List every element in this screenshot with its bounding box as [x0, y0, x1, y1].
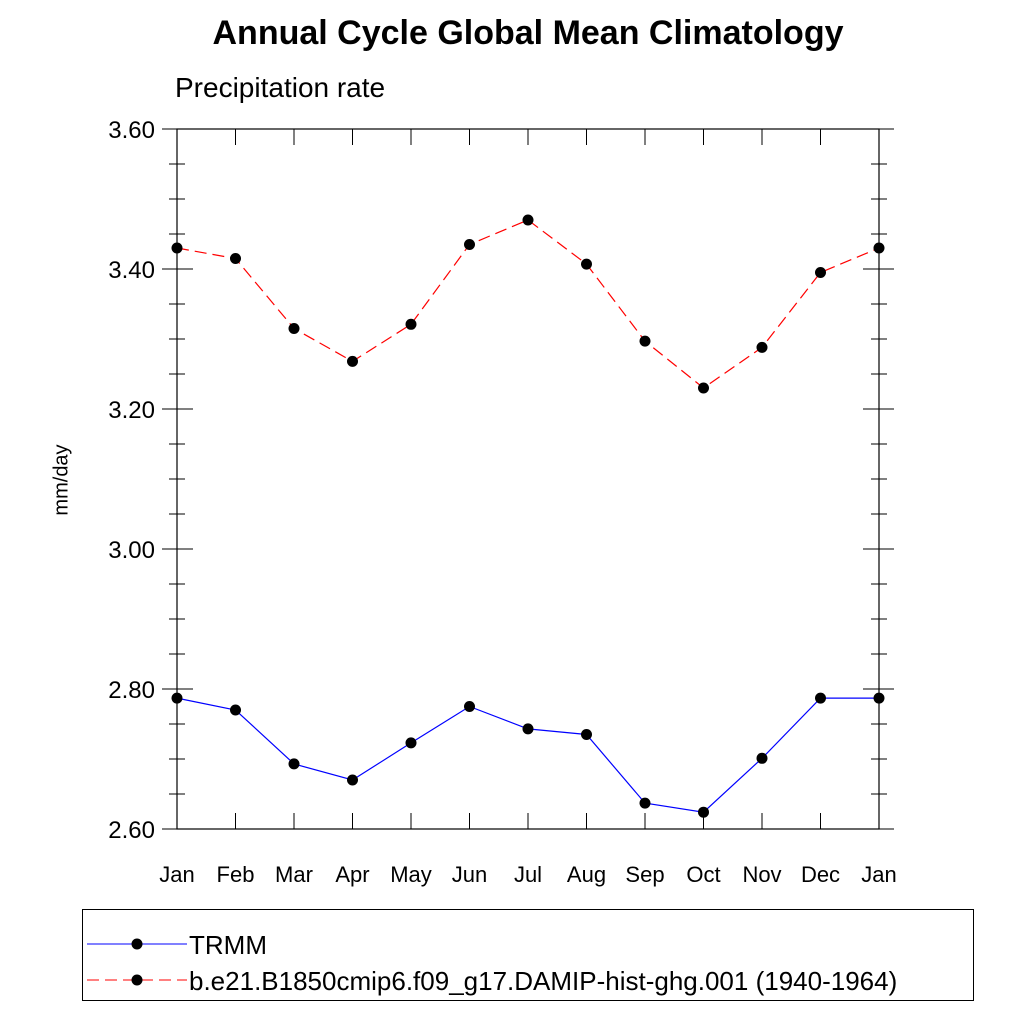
legend-entry-series-1: TRMM	[83, 924, 973, 964]
y-tick-label: 2.80	[108, 677, 155, 704]
series-1-point	[405, 737, 417, 749]
series-1-point	[230, 704, 241, 716]
series-2-point	[639, 335, 651, 347]
chart-subtitle: Precipitation rate	[175, 72, 386, 103]
legend-label-series-2: b.e21.B1850cmip6.f09_g17.DAMIP-hist-ghg.…	[189, 966, 898, 996]
series-1-point	[873, 692, 885, 704]
series-line-2	[176, 219, 880, 389]
series-2-point	[522, 214, 534, 226]
series-2-point	[698, 382, 709, 394]
x-tick-label: Mar	[275, 862, 313, 887]
plot-area: Jan Feb Mar Apr May Jun Jul Aug Sep Oct Nov Dec Jan2…	[108, 117, 896, 887]
series-line-1	[176, 697, 879, 813]
series-1-point	[581, 729, 592, 740]
series-1-point	[756, 752, 768, 764]
series-1-point	[639, 797, 651, 809]
series-1-point	[171, 692, 183, 704]
x-tick-label: May	[390, 862, 432, 887]
series-1-point	[288, 758, 300, 770]
y-tick-label: 2.60	[108, 817, 155, 844]
x-tick-label: Jan	[159, 862, 194, 887]
x-tick-label: Jun	[452, 862, 487, 887]
series-2-point	[230, 253, 241, 264]
series-2-point	[873, 242, 885, 254]
x-tick-label: Jul	[514, 862, 542, 887]
x-tick-label: Aug	[567, 862, 606, 887]
y-tick-label: 3.60	[108, 117, 155, 144]
series-2-point	[581, 258, 592, 270]
series-1-point	[464, 701, 475, 712]
x-tick-label: Apr	[335, 862, 369, 887]
series-1-point	[522, 723, 534, 735]
x-tick-label: Feb	[217, 862, 255, 887]
series-2-point	[405, 318, 417, 330]
legend: TRMM b.e21.B1850cmip6.f09_g17.DAMIP-hist…	[82, 909, 974, 1001]
y-tick-label: 3.00	[108, 537, 155, 564]
legend-swatch-series-1	[87, 938, 187, 950]
y-tick-label: 3.40	[108, 257, 155, 284]
series-2-point	[347, 355, 358, 367]
series-1-point	[815, 692, 826, 704]
x-tick-label: Sep	[625, 862, 664, 887]
series-2-point	[464, 239, 475, 250]
series-2-point	[171, 242, 183, 254]
x-tick-label: Jan	[861, 862, 896, 887]
series-2-point	[756, 341, 768, 353]
y-tick-label: 3.20	[108, 397, 155, 424]
legend-swatch-series-2	[87, 974, 187, 986]
x-tick-label: Oct	[686, 862, 720, 887]
x-tick-label: Nov	[742, 862, 781, 887]
x-tick-label: Dec	[801, 862, 840, 887]
legend-label-series-1: TRMM	[189, 930, 267, 960]
legend-entry-series-2: b.e21.B1850cmip6.f09_g17.DAMIP-hist-ghg.…	[83, 960, 973, 1000]
series-2-point	[815, 267, 826, 278]
series-2-point	[288, 323, 300, 334]
series-1-point	[347, 774, 358, 786]
chart-title: Annual Cycle Global Mean Climatology	[212, 14, 844, 52]
series-1-point	[698, 806, 709, 818]
